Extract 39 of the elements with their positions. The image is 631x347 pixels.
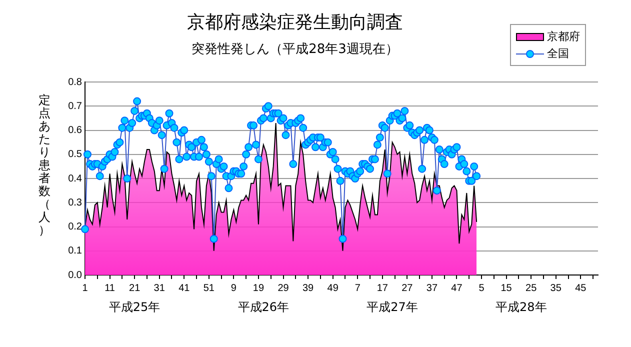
x-tick-label: 41: [178, 282, 190, 294]
y-tick-label: 0.8: [68, 76, 82, 88]
text: 平成26年: [238, 300, 290, 314]
x-tick-label: 49: [327, 282, 339, 294]
x-tick-label: 21: [129, 282, 141, 294]
x-tick-label: 51: [203, 282, 215, 294]
y-tick-label: 0.0: [68, 270, 82, 281]
y-tick-label: 0.5: [68, 149, 82, 160]
text: 平成28年: [496, 300, 547, 314]
text: 平成25年: [108, 300, 160, 314]
y-tick-label: 0.7: [68, 100, 82, 112]
x-tick-label: 17: [376, 282, 388, 294]
x-tick-label: 39: [302, 282, 314, 294]
legend-label: 全国: [547, 46, 569, 61]
y-tick-label: 0.6: [68, 125, 82, 136]
x-tick-label: 31: [154, 282, 166, 294]
text: 平成27年: [366, 300, 418, 314]
x-tick-label: 11: [104, 282, 116, 294]
y-tick-label: 0.4: [68, 173, 82, 184]
x-tick-label: 15: [500, 282, 512, 294]
y-tick-label: 0.3: [68, 197, 82, 208]
x-tick-label: 37: [426, 282, 438, 294]
x-tick-label: 9: [230, 282, 237, 294]
x-tick-label: 27: [402, 282, 414, 294]
y-tick-label: 0.2: [68, 222, 82, 232]
chart-title: 京都府感染症発生動向調査: [186, 11, 404, 34]
x-tick-label: 5: [478, 282, 485, 294]
legend-label: 京都府: [547, 29, 580, 44]
text: 定点あたり患者数（人）: [38, 93, 50, 237]
x-tick-label: 19: [252, 282, 264, 294]
y-tick-label: 0.1: [68, 246, 82, 257]
x-tick-label: 35: [550, 282, 562, 294]
x-tick-label: 29: [278, 282, 290, 294]
x-tick-label: 25: [526, 282, 538, 294]
x-tick-label: 7: [354, 282, 361, 294]
x-tick-label: 47: [451, 282, 463, 294]
x-tick-label: 1: [82, 282, 88, 294]
x-tick-label: 45: [575, 282, 587, 294]
chart-subtitle: 突発性発しん（平成28年3週現在）: [190, 41, 400, 58]
